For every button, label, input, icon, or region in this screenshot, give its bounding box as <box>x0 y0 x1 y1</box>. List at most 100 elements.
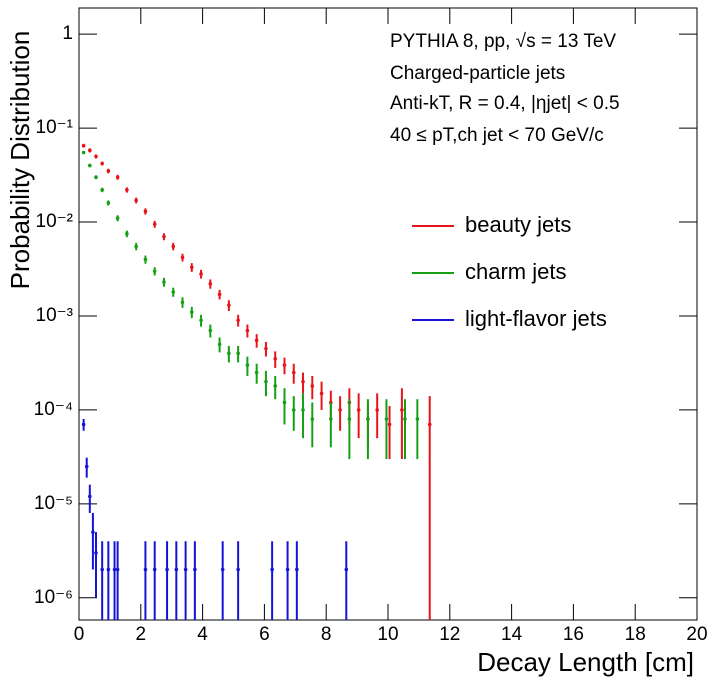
data-point <box>189 265 194 270</box>
data-point <box>291 370 296 375</box>
data-point <box>254 370 259 375</box>
data-point <box>180 255 185 260</box>
data-point <box>88 163 92 168</box>
y-tick-label: 10⁻³ <box>36 305 74 326</box>
data-point <box>329 417 333 421</box>
data-point <box>143 567 148 572</box>
data-point <box>273 357 278 361</box>
data-point <box>295 567 299 572</box>
data-point <box>208 282 213 286</box>
data-point <box>310 384 315 388</box>
x-tick-label: 0 <box>74 624 85 645</box>
legend-label: charm jets <box>465 259 566 284</box>
data-point <box>189 310 194 314</box>
x-tick-label: 18 <box>625 624 646 645</box>
data-point <box>245 363 250 367</box>
data-point <box>100 567 104 572</box>
data-point <box>301 408 305 412</box>
data-point <box>282 363 287 367</box>
data-point <box>115 216 120 220</box>
data-point <box>106 567 111 572</box>
x-tick-label: 2 <box>136 624 147 645</box>
x-tick-label: 8 <box>321 624 332 645</box>
legend-label: beauty jets <box>465 212 571 237</box>
data-point <box>88 148 92 153</box>
x-tick-label: 12 <box>439 624 460 645</box>
y-tick-label: 10⁻⁴ <box>34 399 73 420</box>
data-point <box>264 346 268 351</box>
y-axis-label: Probability Distribution <box>5 31 35 290</box>
x-tick-label: 6 <box>259 624 270 645</box>
data-point <box>245 328 250 333</box>
data-point <box>81 150 86 155</box>
data-point <box>344 567 349 572</box>
data-point <box>338 408 342 412</box>
data-point <box>227 351 231 356</box>
annotation: Charged-particle jets <box>390 63 565 84</box>
legend-label: light-flavor jets <box>465 306 607 331</box>
data-point <box>100 161 104 166</box>
data-point <box>387 422 392 427</box>
data-point <box>115 175 120 180</box>
annotation: 40 ≤ pT,ch jet < 70 GeV/c <box>390 125 604 146</box>
data-point <box>180 300 185 305</box>
data-point <box>84 464 89 469</box>
data-point <box>217 342 222 347</box>
data-point <box>152 222 157 226</box>
data-point <box>162 234 166 239</box>
x-tick-label: 10 <box>377 624 398 645</box>
data-point <box>171 290 176 294</box>
data-point <box>162 280 166 284</box>
data-point <box>199 272 203 276</box>
data-point <box>94 175 98 180</box>
data-point <box>143 257 148 262</box>
data-point <box>375 408 379 412</box>
x-axis-label: Decay Length [cm] <box>477 647 694 677</box>
data-point <box>171 244 176 249</box>
data-point <box>106 169 111 173</box>
x-tick-label: 20 <box>686 624 707 645</box>
data-point <box>165 567 169 572</box>
data-point <box>91 530 95 534</box>
data-point <box>282 400 287 405</box>
data-point <box>125 231 129 236</box>
y-tick-label: 1 <box>62 23 73 44</box>
data-point <box>347 417 352 421</box>
data-point <box>384 417 389 421</box>
y-tick-label: 10⁻¹ <box>36 117 74 138</box>
y-tick-label: 10⁻⁶ <box>34 587 73 608</box>
data-point <box>291 408 296 412</box>
annotation: Anti-kT, R = 0.4, |ηjet| < 0.5 <box>390 93 620 114</box>
data-point <box>199 318 203 323</box>
data-point <box>174 567 179 572</box>
data-point <box>125 188 129 192</box>
data-point <box>356 408 361 412</box>
data-point <box>319 391 324 396</box>
data-point <box>94 154 98 159</box>
data-point <box>100 188 104 192</box>
data-point <box>134 198 138 203</box>
data-point <box>285 567 290 572</box>
data-point <box>301 379 305 384</box>
data-point <box>227 303 231 308</box>
data-point <box>106 201 111 205</box>
data-point <box>134 244 138 249</box>
data-point <box>264 379 268 384</box>
data-point <box>94 551 98 555</box>
x-tick-label: 16 <box>563 624 584 645</box>
x-tick-label: 14 <box>501 624 523 645</box>
data-point <box>88 494 92 499</box>
data-point <box>183 567 188 572</box>
y-tick-label: 10⁻⁵ <box>34 493 73 514</box>
data-point <box>208 328 213 333</box>
data-point <box>254 338 259 343</box>
data-point <box>193 567 197 572</box>
data-point <box>81 143 86 148</box>
data-point <box>403 417 407 421</box>
data-point <box>112 567 117 572</box>
data-point <box>273 384 278 388</box>
data-point <box>366 417 370 421</box>
x-tick-label: 4 <box>197 624 208 645</box>
data-point <box>220 567 225 572</box>
